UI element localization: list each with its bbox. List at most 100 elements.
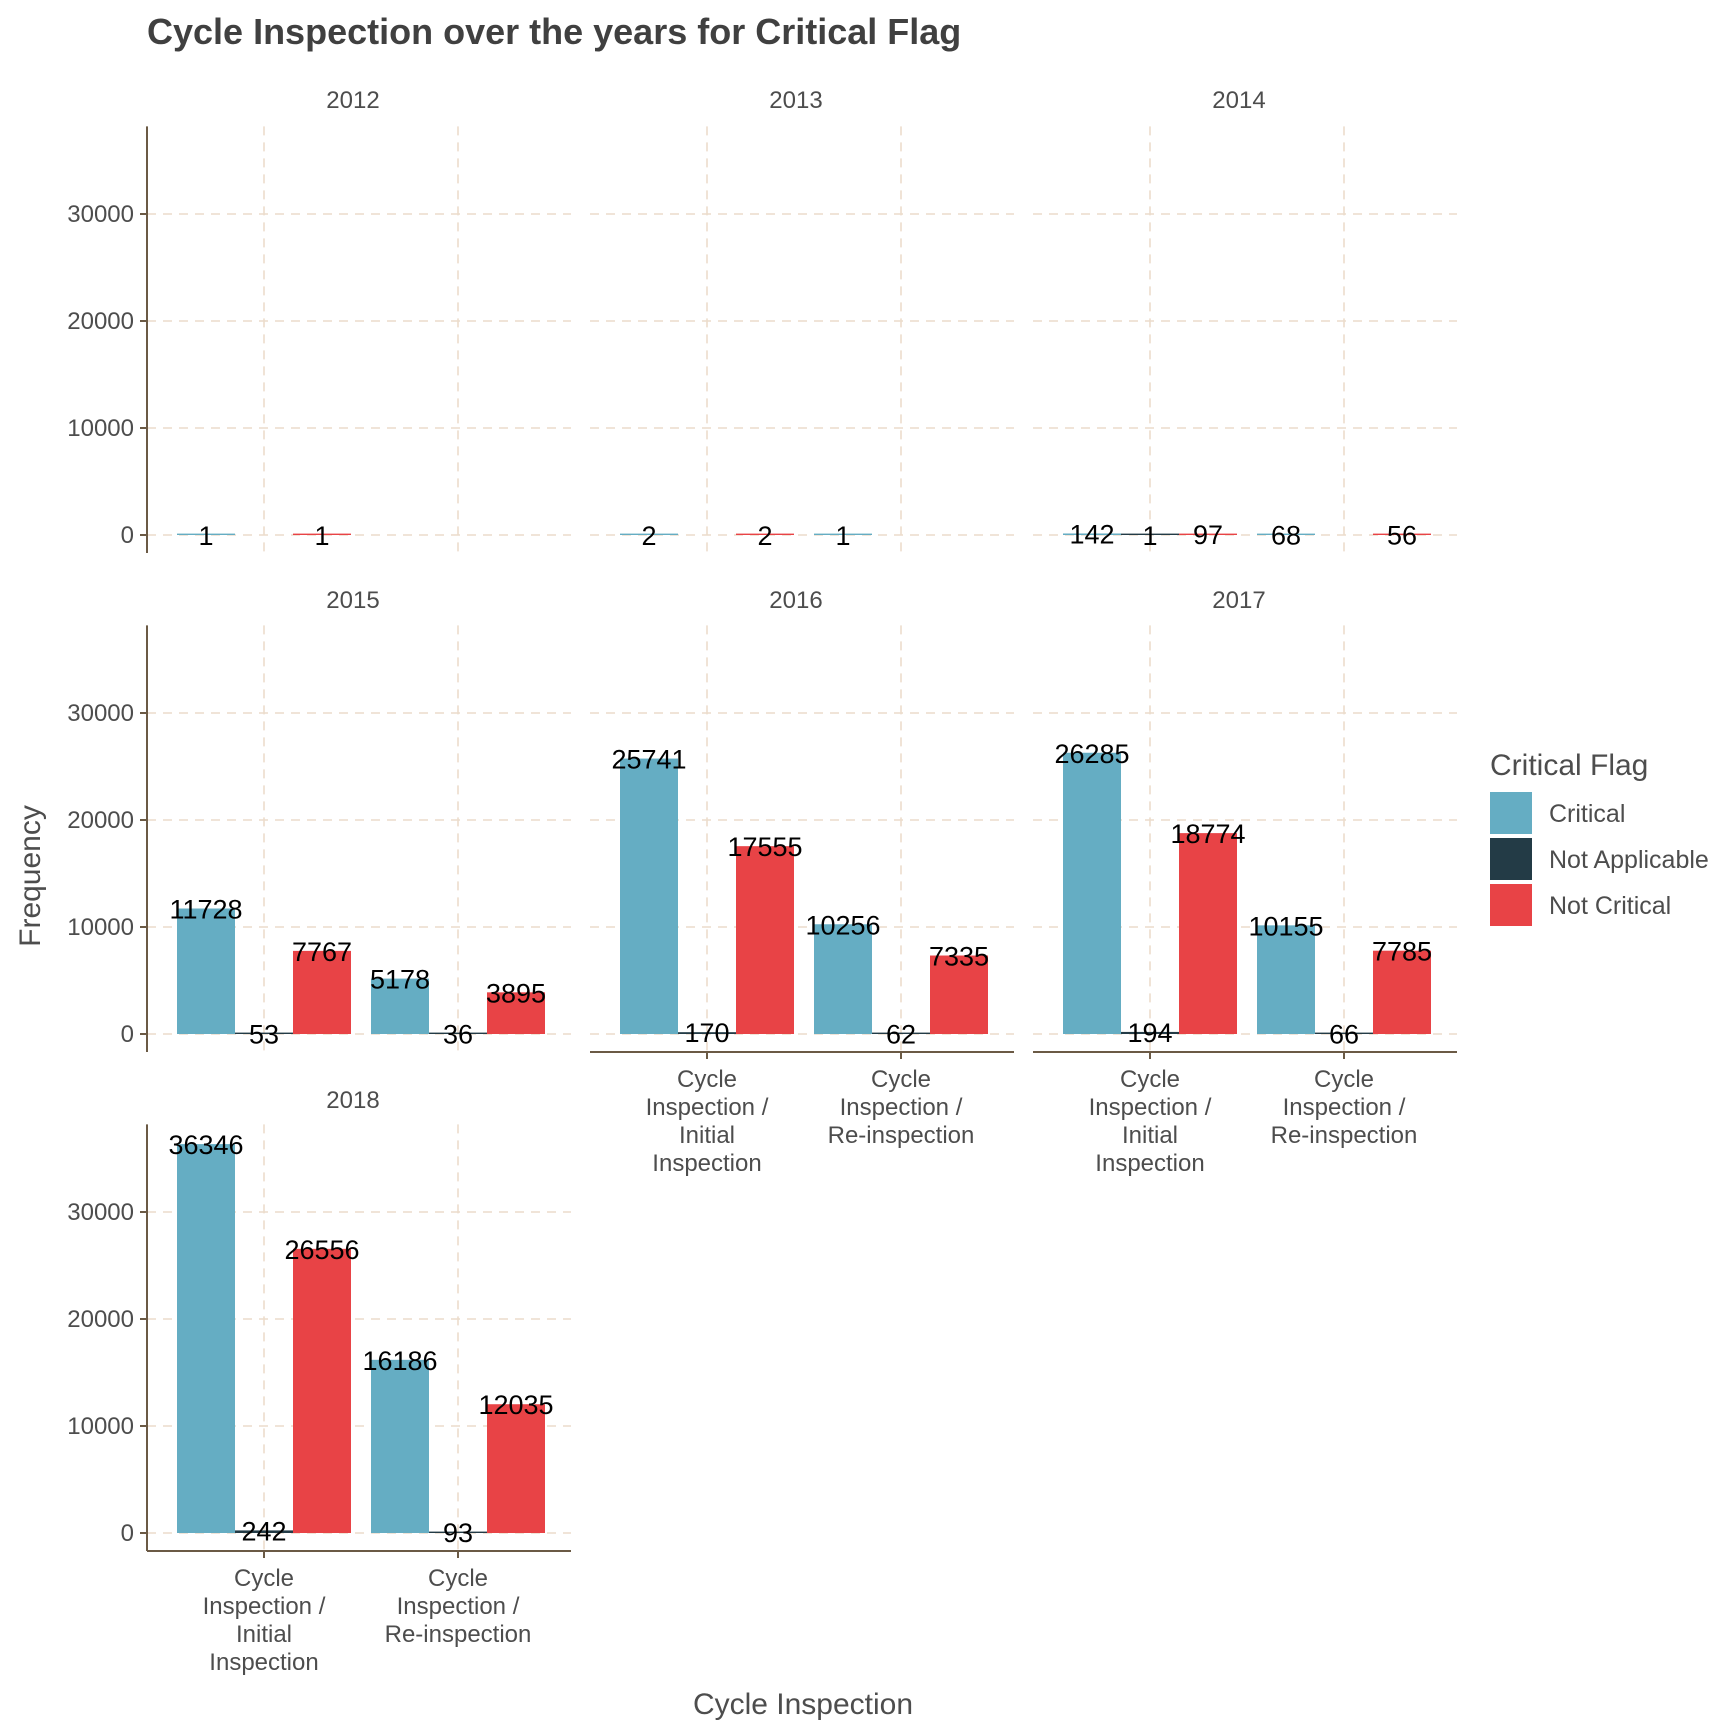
bar-critical [177, 533, 235, 535]
legend-label: Not Critical [1549, 892, 1671, 920]
bar-value-label: 18774 [1170, 819, 1245, 849]
bar-value-label: 10155 [1248, 911, 1323, 941]
bar-critical [1063, 752, 1121, 1034]
bar-value-label: 36346 [168, 1130, 243, 1160]
x-axis-title: Cycle Inspection [693, 1688, 913, 1721]
y-tick-label: 10000 [67, 914, 134, 941]
bar-value-label: 11728 [169, 895, 242, 925]
bar-not-critical [1373, 950, 1431, 1034]
bar-value-label: 25741 [611, 745, 686, 775]
bar-not-critical [1373, 533, 1431, 535]
bar-critical [1257, 925, 1315, 1034]
bar-value-label: 12035 [478, 1390, 553, 1420]
y-tick-label: 20000 [67, 308, 134, 335]
x-tick-label: Cycle Inspection / Initial Inspection [1089, 1066, 1212, 1177]
bar-not-applicable [429, 1531, 487, 1533]
bar-value-label: 36 [443, 1020, 473, 1050]
bar-critical [371, 1359, 429, 1533]
legend-key-critical [1490, 792, 1532, 834]
bar-value-label: 7335 [929, 942, 989, 972]
facet-strip-label: 2014 [1212, 87, 1265, 114]
facet-2018: 2018 0 10000 20000 30000 36346 242 26556 16186 93… [67, 1087, 571, 1676]
bar-not-applicable [429, 1032, 487, 1034]
bar-value-label: 1 [198, 521, 213, 551]
bar-value-label: 7767 [292, 937, 352, 967]
bar-not-critical [1179, 533, 1237, 535]
legend: Critical Flag Critical Not Applicable Not … [1490, 749, 1709, 926]
bar-value-label: 2 [641, 521, 656, 551]
facets: 2012 0 10000 20000 30000 1 1 2013 2 2 1 2014 142 1 97 6… [67, 87, 1457, 1676]
facet-2012: 2012 0 10000 20000 30000 1 1 [67, 87, 571, 553]
facet-strip-label: 2013 [769, 87, 822, 114]
facet-strip-label: 2012 [326, 87, 379, 114]
chart-title: Cycle Inspection over the years for Crit… [147, 11, 961, 52]
bar-not-applicable [1121, 533, 1179, 535]
y-tick-label: 0 [121, 522, 134, 549]
bar-not-applicable [872, 1032, 930, 1034]
bar-not-applicable [678, 1032, 736, 1034]
bar-not-applicable [235, 1530, 293, 1533]
facet-2016: 2016 25741 170 17555 10256 62 7335 Cycle Inspect… [590, 587, 1014, 1177]
bar-critical [814, 924, 872, 1034]
legend-title: Critical Flag [1490, 749, 1648, 782]
y-tick-label: 0 [121, 1520, 134, 1547]
bar-critical [620, 533, 678, 535]
bar-value-label: 7785 [1372, 937, 1432, 967]
facet-strip-label: 2016 [769, 587, 822, 614]
bar-not-critical [736, 846, 794, 1034]
bar-not-applicable [1121, 1031, 1179, 1034]
bar-not-critical [487, 992, 545, 1034]
bar-not-critical [736, 533, 794, 535]
y-axis-title: Frequency [14, 805, 47, 947]
facet-2017: 2017 26285 194 18774 10155 66 7785 Cycle Inspect… [1033, 587, 1457, 1177]
x-tick-label: Cycle Inspection / Initial Inspection [646, 1066, 769, 1177]
bar-value-label: 2 [757, 521, 772, 551]
y-tick-label: 30000 [67, 201, 134, 228]
bar-value-label: 5178 [370, 965, 430, 995]
bar-value-label: 68 [1271, 520, 1301, 550]
bar-value-label: 194 [1127, 1018, 1172, 1048]
bar-not-critical [930, 955, 988, 1034]
facet-strip-label: 2018 [326, 1087, 379, 1114]
bar-value-label: 242 [241, 1516, 286, 1546]
bar-critical [177, 1144, 235, 1533]
legend-key-not-critical [1490, 884, 1532, 926]
y-tick-label: 0 [121, 1021, 134, 1048]
legend-key-not-applicable [1490, 838, 1532, 880]
bar-not-critical [487, 1404, 545, 1533]
bar-critical [177, 908, 235, 1034]
bar-value-label: 66 [1329, 1019, 1359, 1049]
bar-not-applicable [1315, 1032, 1373, 1034]
bar-value-label: 170 [684, 1018, 729, 1048]
bar-value-label: 1 [835, 521, 850, 551]
facet-2015: 2015 0 10000 20000 30000 11728 53 7767 5178 36 389… [67, 587, 571, 1052]
bar-value-label: 53 [249, 1019, 279, 1049]
x-tick-label: Cycle Inspection / Re-inspection [385, 1565, 532, 1648]
facet-strip-label: 2017 [1212, 587, 1265, 614]
bar-not-critical [293, 1248, 351, 1533]
x-tick-label: Cycle Inspection / Initial Inspection [203, 1565, 326, 1676]
bar-value-label: 3895 [486, 978, 546, 1008]
bar-value-label: 10256 [805, 910, 880, 940]
bar-critical [620, 758, 678, 1034]
bar-critical [1257, 533, 1315, 535]
facet-2013: 2013 2 2 1 [590, 87, 1014, 553]
legend-label: Critical [1549, 800, 1625, 828]
bar-value-label: 62 [886, 1019, 916, 1049]
bar-value-label: 16186 [362, 1346, 437, 1376]
bar-value-label: 1 [314, 521, 329, 551]
bar-not-applicable [235, 1032, 293, 1034]
bar-value-label: 142 [1069, 519, 1114, 549]
y-tick-label: 10000 [67, 415, 134, 442]
bar-not-critical [293, 533, 351, 535]
bar-critical [814, 533, 872, 535]
y-tick-label: 30000 [67, 700, 134, 727]
facet-strip-label: 2015 [326, 587, 379, 614]
x-tick-label: Cycle Inspection / Re-inspection [828, 1066, 975, 1149]
bar-critical [1063, 533, 1121, 535]
bar-value-label: 56 [1387, 520, 1417, 550]
bar-value-label: 93 [443, 1518, 473, 1548]
bar-value-label: 1 [1142, 521, 1157, 551]
y-tick-label: 20000 [67, 1306, 134, 1333]
